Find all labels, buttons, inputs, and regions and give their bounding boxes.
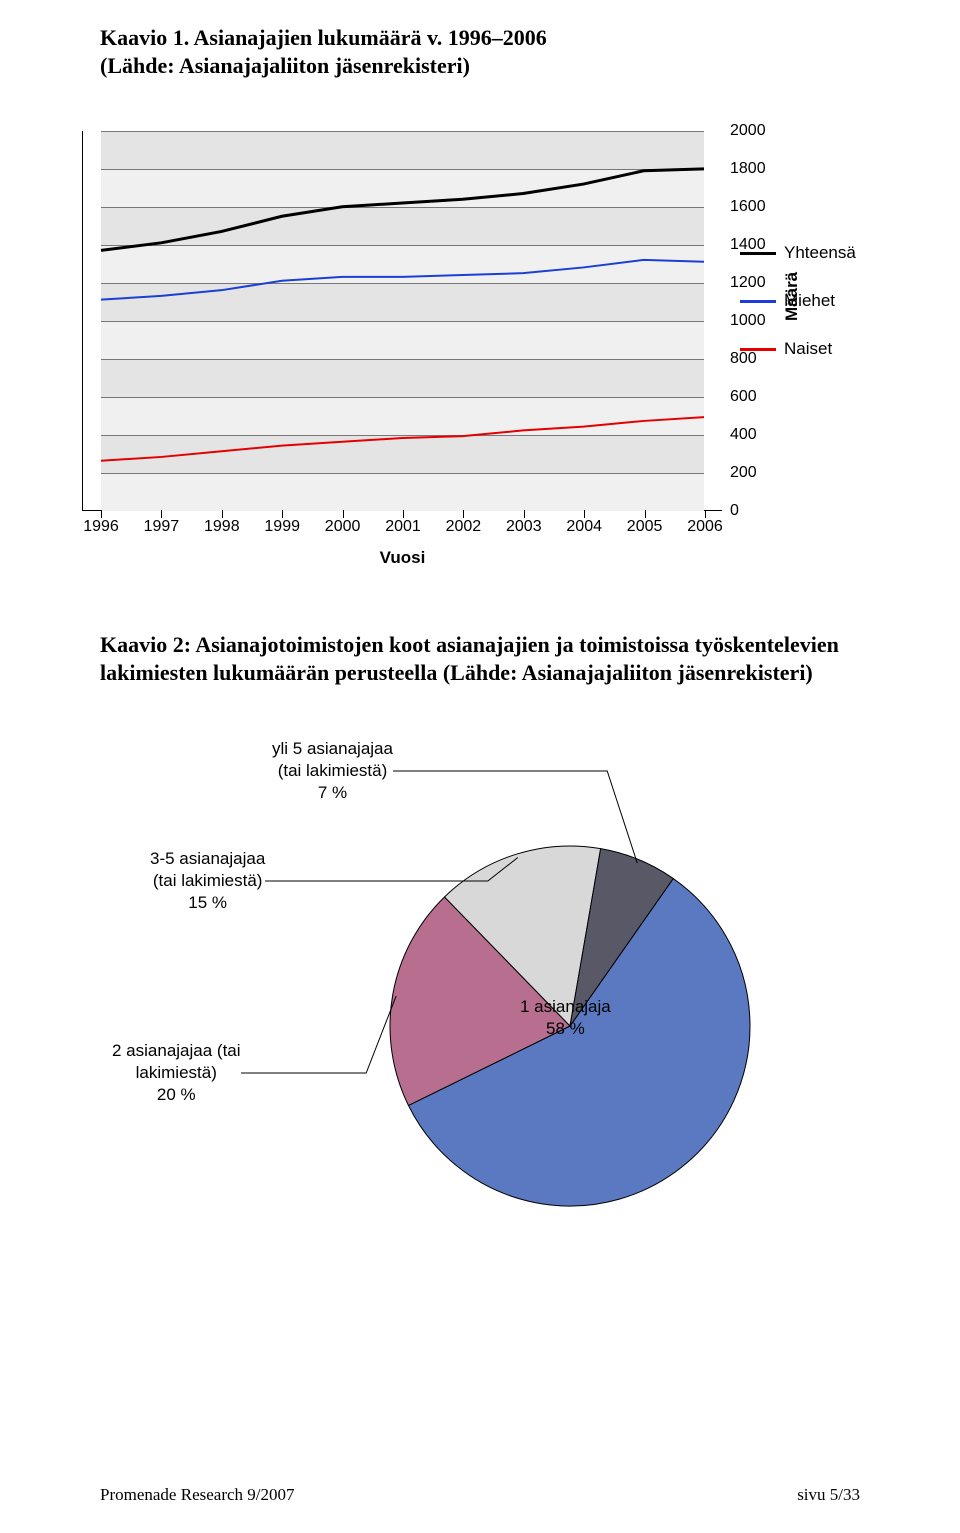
x-tick-label: 1996 [83,518,119,536]
x-axis-title: Vuosi [380,548,426,568]
y-tick-label: 0 [730,502,739,520]
x-tick-label: 2005 [627,518,663,536]
x-tick-label: 2003 [506,518,542,536]
footer-page: sivu 5/33 [797,1485,860,1505]
pie-slice-label: 1 asianajaja58 % [520,996,611,1040]
legend-label: Yhteensä [784,243,856,263]
line-chart-plot: 1996199719981999200020012002200320042005… [82,131,722,511]
y-tick-label: 1600 [730,198,766,216]
chart1-heading: Kaavio 1. Asianajajien lukumäärä v. 1996… [100,24,900,79]
pie-slice-label: yli 5 asianajajaa(tai lakimiestä)7 % [272,738,393,804]
legend-label: Naiset [784,339,832,359]
y-tick-label: 1000 [730,312,766,330]
x-tick-label: 2002 [446,518,482,536]
chart2-heading: Kaavio 2: Asianajotoimistojen koot asian… [100,631,900,686]
x-tick-label: 1999 [264,518,300,536]
pie-chart: 1 asianajaja58 % 2 asianajajaa (tailakimi… [100,738,820,1258]
footer-source: Promenade Research 9/2007 [100,1485,295,1505]
pie-slice-label: 3-5 asianajajaa(tai lakimiestä)15 % [150,848,265,914]
series-line [101,169,704,250]
x-tick-label: 2001 [385,518,421,536]
y-tick-label: 400 [730,426,757,444]
y-axis-title: Määrä [782,271,802,320]
y-tick-label: 200 [730,464,757,482]
x-tick-label: 1997 [144,518,180,536]
x-tick-label: 2006 [687,518,723,536]
y-tick-label: 1800 [730,160,766,178]
y-tick-label: 1200 [730,274,766,292]
leader-line [393,771,637,863]
page-footer: Promenade Research 9/2007 sivu 5/33 [100,1485,860,1505]
line-chart: 1996199719981999200020012002200320042005… [82,131,900,511]
x-tick-label: 2000 [325,518,361,536]
y-tick-label: 2000 [730,122,766,140]
series-line [101,417,704,461]
y-tick-label: 1400 [730,236,766,254]
leader-line [265,857,518,881]
x-tick-label: 1998 [204,518,240,536]
series-line [101,260,704,300]
y-tick-label: 800 [730,350,757,368]
x-tick-label: 2004 [566,518,602,536]
pie-slice-label: 2 asianajajaa (tailakimiestä)20 % [112,1040,241,1106]
leader-line [241,996,396,1073]
y-tick-label: 600 [730,388,757,406]
